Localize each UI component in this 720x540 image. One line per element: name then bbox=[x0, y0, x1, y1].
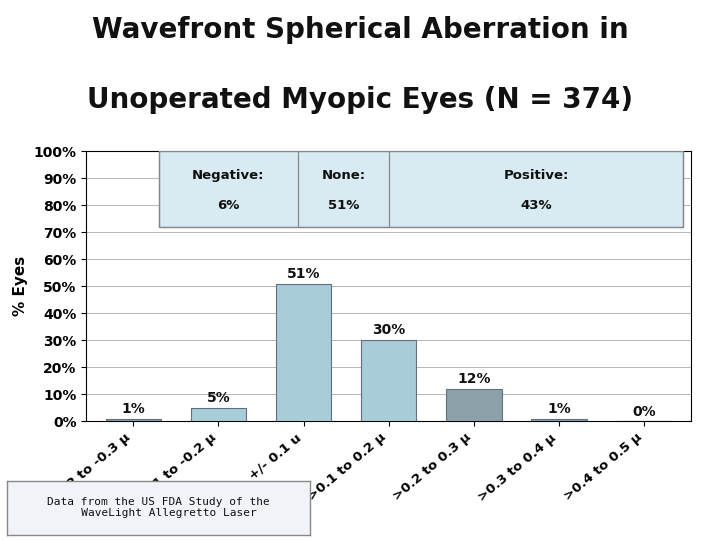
Text: 30%: 30% bbox=[372, 323, 405, 338]
Text: 1%: 1% bbox=[122, 402, 145, 416]
Bar bbox=[159, 151, 297, 227]
Bar bbox=[191, 408, 246, 421]
Text: 51%: 51% bbox=[328, 199, 359, 212]
Bar bbox=[390, 151, 683, 227]
Text: 5%: 5% bbox=[207, 391, 230, 405]
Text: Unoperated Myopic Eyes (N = 374): Unoperated Myopic Eyes (N = 374) bbox=[87, 86, 633, 114]
Text: Data from the US FDA Study of the
   WaveLight Allegretto Laser: Data from the US FDA Study of the WaveLi… bbox=[47, 497, 270, 518]
Y-axis label: % Eyes: % Eyes bbox=[13, 256, 28, 316]
Text: None:: None: bbox=[321, 169, 366, 182]
Text: 12%: 12% bbox=[457, 372, 491, 386]
Text: Positive:: Positive: bbox=[503, 169, 569, 182]
Bar bbox=[276, 284, 331, 421]
Bar bbox=[531, 418, 587, 421]
Bar bbox=[446, 389, 502, 421]
Bar bbox=[361, 340, 416, 421]
Text: 51%: 51% bbox=[287, 267, 320, 281]
Text: 43%: 43% bbox=[520, 199, 552, 212]
Text: 1%: 1% bbox=[547, 402, 571, 416]
Bar bbox=[297, 151, 390, 227]
Text: Negative:: Negative: bbox=[192, 169, 264, 182]
Text: 6%: 6% bbox=[217, 199, 240, 212]
Bar bbox=[106, 418, 161, 421]
Text: 0%: 0% bbox=[633, 404, 656, 418]
Bar bbox=[159, 151, 683, 227]
Text: Wavefront Spherical Aberration in: Wavefront Spherical Aberration in bbox=[91, 16, 629, 44]
